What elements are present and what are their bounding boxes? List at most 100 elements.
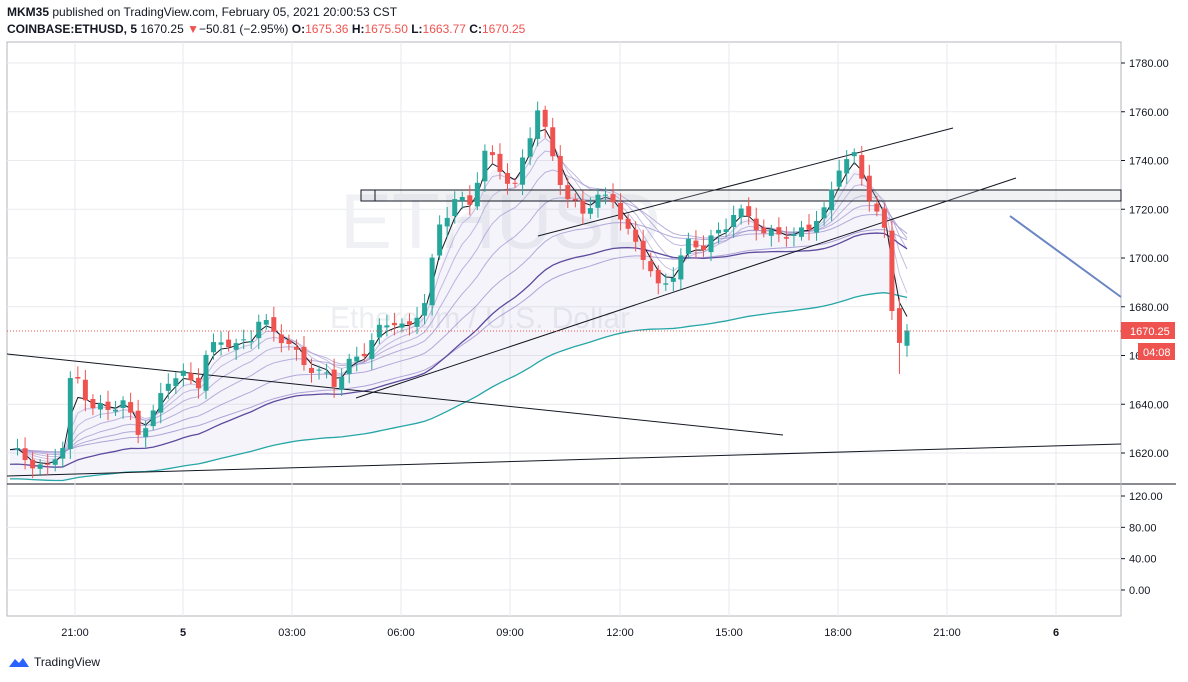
ema-teal-line: [9, 292, 908, 482]
candle-body: [339, 376, 345, 390]
candle-body: [535, 110, 541, 139]
candle-body: [459, 196, 465, 201]
candle-body: [874, 203, 880, 212]
indicator-tick-label: 40.00: [1129, 554, 1157, 566]
candle-body: [482, 150, 488, 182]
tradingview-logo-icon: [9, 658, 29, 667]
candle-body: [798, 227, 804, 237]
candle-body: [504, 172, 510, 184]
candle-body: [391, 322, 397, 326]
time-axis[interactable]: 21:00 5 03:00 06:00 09:00 12:00 15:00 18:00 21:0…: [61, 627, 1059, 639]
candle-body: [444, 217, 450, 227]
candle-body: [761, 227, 767, 234]
candle-body: [407, 321, 413, 325]
time-tick-label: 5: [180, 627, 186, 639]
candle-body: [263, 320, 269, 325]
candle-body: [851, 152, 857, 157]
candle-body: [693, 240, 699, 248]
candle-body: [467, 195, 473, 205]
candle-body: [158, 393, 164, 413]
candle-body: [143, 428, 149, 437]
symbol-label[interactable]: COINBASE:ETHUSD, 5: [7, 22, 138, 36]
candle-body: [188, 373, 194, 381]
indicator-axis[interactable]: 120.00 80.00 40.00 0.00: [1121, 491, 1163, 597]
tradingview-footer[interactable]: TradingView: [8, 655, 100, 669]
candle-body: [180, 370, 186, 376]
candle-body: [768, 229, 774, 236]
candle-body: [512, 182, 518, 184]
indicator-tick-label: 0.00: [1129, 585, 1150, 597]
candle-body: [806, 224, 812, 230]
ema-ribbon-line: [9, 213, 908, 454]
candle-body: [60, 448, 66, 459]
candle-body: [211, 342, 217, 353]
current-price-tag-text: 1670.25: [1130, 326, 1170, 338]
candle-body: [324, 372, 330, 374]
candle-body: [610, 194, 616, 203]
candle-body: [648, 261, 654, 272]
candle-body: [105, 401, 111, 410]
price-tick-label: 1740.00: [1129, 156, 1169, 168]
candle-body: [844, 159, 850, 174]
time-tick-label: 12:00: [606, 627, 634, 639]
channel-upper-trendline[interactable]: [537, 127, 954, 237]
time-tick-label: 06:00: [387, 627, 415, 639]
candle-body: [580, 200, 586, 214]
ema-ribbon-line: [9, 197, 908, 456]
close-value: 1670.25: [481, 22, 526, 36]
candle-body: [422, 303, 428, 316]
candle-body: [256, 321, 262, 339]
candle-body: [550, 127, 556, 157]
candle-body: [301, 346, 307, 366]
change-arrow-icon: ▼: [187, 22, 199, 36]
time-tick-label: 03:00: [278, 627, 306, 639]
open-value: 1675.36: [305, 22, 349, 36]
candle-body: [633, 229, 639, 242]
candle-body: [602, 194, 608, 196]
price-tick-label: 1720.00: [1129, 204, 1169, 216]
channel-lower-trendline[interactable]: [355, 177, 1017, 399]
trend-drawings[interactable]: [6, 127, 1122, 477]
candle-body: [814, 221, 820, 233]
open-label: O:: [291, 22, 306, 36]
indicator-tick-label: 120.00: [1129, 491, 1163, 503]
resistance-zone-box[interactable]: [360, 189, 1122, 202]
author-name[interactable]: MKM35: [7, 5, 50, 19]
candle-body: [685, 238, 691, 254]
published-text: published on TradingView.com, February 0…: [52, 5, 398, 19]
candle-body: [82, 379, 88, 401]
candle-body: [497, 153, 503, 172]
price-tick-label: 1700.00: [1129, 253, 1169, 265]
candle-body: [557, 155, 563, 185]
candle-body: [37, 464, 43, 469]
candle-body: [542, 109, 548, 127]
candle-body: [354, 356, 360, 362]
candle-body: [309, 367, 315, 373]
candle-body: [655, 269, 661, 284]
publish-info: MKM35 published on TradingView.com, Febr…: [7, 5, 397, 19]
candle-body: [746, 206, 752, 217]
candle-body: [316, 369, 322, 371]
candle-body: [889, 230, 895, 312]
indicator-pane-frame: [6, 483, 1122, 617]
candle-body: [527, 138, 533, 157]
candlestick-series[interactable]: [15, 101, 910, 479]
price-tick-label: 1620.00: [1129, 448, 1169, 460]
support-trendline[interactable]: [6, 443, 1122, 477]
candle-body: [150, 410, 156, 427]
time-tick-label: 09:00: [496, 627, 524, 639]
descending-trendline[interactable]: [6, 353, 784, 436]
price-axis[interactable]: 1780.00 1760.00 1740.00 1720.00 1700.00 1680.…: [1121, 58, 1169, 460]
candle-body: [113, 409, 119, 412]
candle-body: [218, 342, 224, 345]
price-tick-label: 1640.00: [1129, 399, 1169, 411]
candle-body: [821, 207, 827, 219]
time-tick-label: 15:00: [715, 627, 743, 639]
close-label: C:: [469, 22, 482, 36]
candle-body: [90, 399, 96, 409]
projection-line[interactable]: [1009, 215, 1122, 298]
countdown-tag: [1138, 343, 1175, 360]
candle-body: [572, 199, 578, 201]
candle-body: [904, 330, 910, 346]
